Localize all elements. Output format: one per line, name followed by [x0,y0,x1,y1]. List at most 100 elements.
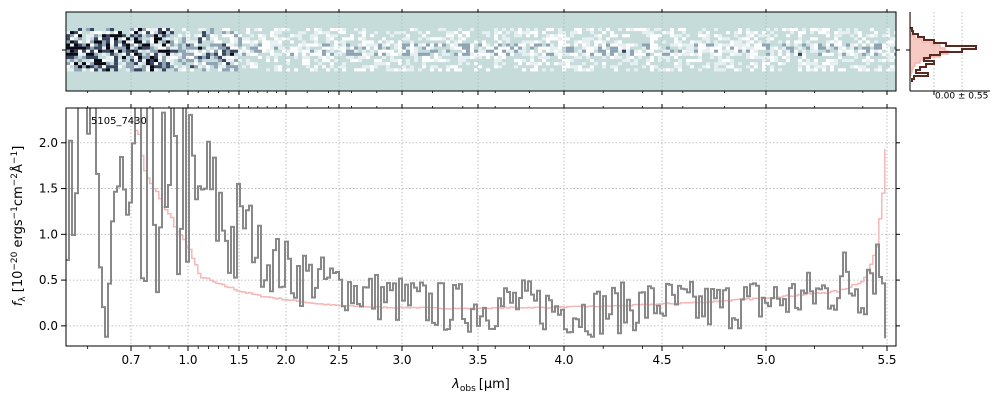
spectrum-2d-pixel [186,31,190,35]
spectrum-2d-pixel [378,49,382,53]
spectrum-2d-pixel [722,37,726,41]
spectrum-2d-pixel [106,28,110,32]
spectrum-2d-pixel [138,52,142,56]
spectrum-2d-pixel [74,52,78,56]
spectrum-2d-pixel [878,49,882,53]
spectrum-2d-pixel [86,65,90,69]
spectrum-2d-pixel [342,43,346,47]
spectrum-2d-pixel [570,46,574,50]
spectrum-2d-pixel [550,52,554,56]
spectrum-2d-pixel [590,59,594,63]
spectrum-2d-pixel [814,68,818,72]
spectrum-2d-pixel [518,28,522,32]
spectrum-2d-pixel [330,49,334,53]
spectrum-2d-pixel [754,49,758,53]
spectrum-2d-pixel [278,40,282,44]
spectrum-2d-pixel [546,49,550,53]
spectrum-2d-pixel [250,40,254,44]
spectrum-2d-pixel [266,46,270,50]
spectrum-2d-pixel [426,37,430,41]
spectrum-2d-pixel [726,65,730,69]
spectrum-2d-pixel [674,65,678,69]
spectrum-2d-pixel [182,68,186,72]
spectrum-2d-pixel [822,62,826,66]
spectrum-2d-pixel [286,37,290,41]
spectrum-2d-pixel [638,55,642,59]
spectrum-2d-pixel [78,65,82,69]
spectrum-2d-pixel [678,28,682,32]
spectrum-2d-pixel [194,34,198,38]
spectrum-2d-pixel [350,55,354,59]
spectrum-2d-pixel [706,43,710,47]
spectrum-2d-pixel [798,65,802,69]
spectrum-2d-pixel [182,40,186,44]
spectrum-2d-pixel [570,65,574,69]
spectrum-2d-pixel [570,59,574,63]
spectrum-2d-pixel [614,55,618,59]
spectrum-2d-pixel [646,31,650,35]
spectrum-2d-pixel [458,28,462,32]
spectrum-2d-pixel [226,59,230,63]
spectrum-2d-pixel [546,52,550,56]
spectrum-2d-pixel [278,68,282,72]
spectrum-2d-pixel [162,43,166,47]
spectrum-2d-pixel [262,43,266,47]
spectrum-2d-pixel [526,31,530,35]
spectrum-2d-pixel [862,46,866,50]
spectrum-2d-pixel [326,40,330,44]
spectrum-2d-pixel [506,43,510,47]
spectrum-2d-pixel [734,31,738,35]
spectrum-2d-pixel [494,34,498,38]
spectrum-2d-pixel [218,68,222,72]
spectrum-2d-pixel [458,46,462,50]
spectrum-2d-pixel [562,34,566,38]
spectrum-2d-pixel [230,37,234,41]
spectrum-2d-pixel [446,31,450,35]
spectrum-2d-pixel [230,55,234,59]
spectrum-2d-pixel [838,43,842,47]
spectrum-2d-pixel [126,37,130,41]
spectrum-2d-pixel [306,62,310,66]
spectrum-2d-pixel [266,55,270,59]
spectrum-2d-pixel [398,46,402,50]
spectrum-2d-pixel [614,40,618,44]
spectrum-2d-pixel [874,68,878,72]
spectrum-2d-pixel [770,55,774,59]
spectrum-2d-pixel [754,46,758,50]
spectrum-2d-pixel [274,28,278,32]
spectrum-2d-pixel [486,49,490,53]
spectrum-2d-pixel [546,46,550,50]
spectrum-2d-pixel [538,43,542,47]
spectrum-2d-pixel [246,37,250,41]
spectrum-2d-pixel [98,62,102,66]
spectrum-2d-pixel [82,65,86,69]
spectrum-2d-pixel [298,49,302,53]
spectrum-2d-pixel [654,37,658,41]
spectrum-2d-pixel [522,46,526,50]
spectrum-2d-pixel [814,62,818,66]
spectrum-2d-pixel [562,37,566,41]
spectrum-2d-pixel [602,46,606,50]
spectrum-2d-pixel [166,46,170,50]
spectrum-2d-pixel [106,65,110,69]
spectrum-2d-pixel [122,49,126,53]
spectrum-2d-image [66,28,896,72]
spectrum-2d-pixel [834,43,838,47]
spectrum-2d-pixel [146,55,150,59]
spectrum-2d-pixel [438,28,442,32]
spectrum-2d-pixel [350,59,354,63]
spectrum-2d-pixel [170,49,174,53]
spectrum-2d-pixel [86,37,90,41]
spectrum-2d-pixel [450,34,454,38]
spectrum-2d-pixel [510,49,514,53]
spectrum-2d-pixel [362,40,366,44]
spectrum-2d-pixel [138,40,142,44]
spectrum-2d-pixel [158,52,162,56]
spectrum-2d-pixel [362,46,366,50]
spectrum-2d-pixel [154,62,158,66]
spectrum-2d-pixel [422,43,426,47]
spectrum-2d-pixel [690,40,694,44]
spectrum-2d-pixel [786,40,790,44]
spectrum-2d-pixel [242,52,246,56]
spectrum-frame [65,107,897,347]
